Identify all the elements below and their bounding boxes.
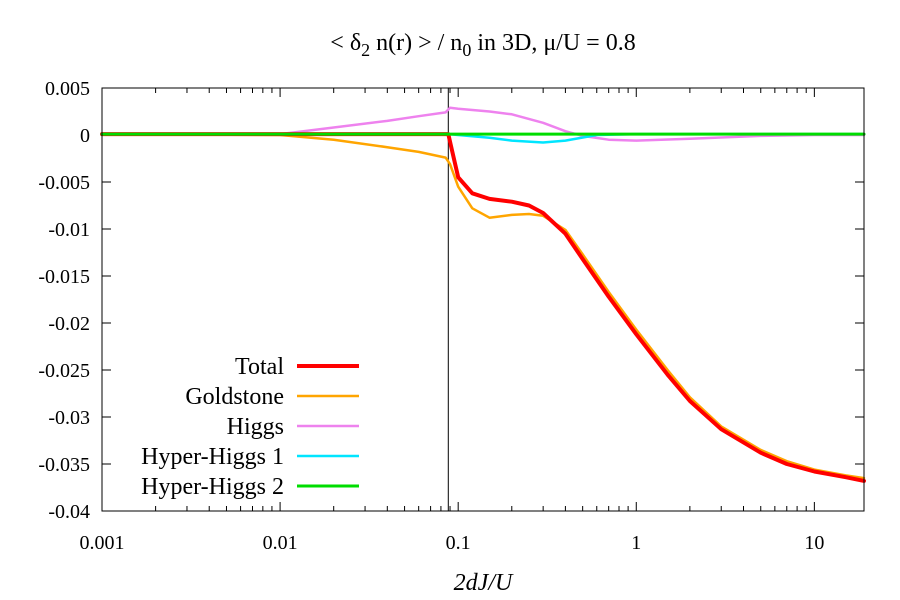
y-tick-label: -0.015	[38, 266, 90, 288]
x-tick-label: 10	[804, 532, 824, 554]
title-suffix: in 3D, μ/U = 0.8	[471, 30, 635, 56]
x-axis-label: 2dJ/U	[454, 570, 514, 596]
y-tick-label: 0	[80, 125, 90, 147]
plot-frame	[101, 87, 865, 512]
y-tick-label: -0.025	[38, 360, 90, 382]
y-tick-label: -0.02	[48, 313, 90, 335]
x-axis-ticks: 0.001 0.01 0.1 1 10	[80, 88, 824, 554]
y-tick-label: -0.01	[48, 219, 90, 241]
title-middle: n(r) > / n	[370, 30, 462, 56]
legend-label: Hyper-Higgs 2	[141, 474, 284, 500]
y-tick-label: -0.04	[48, 501, 90, 523]
title-delta: δ	[350, 30, 361, 56]
title-delta-sub: 2	[361, 40, 370, 60]
series-line-total	[100, 132, 866, 483]
chart-title-text: < δ2 n(r) > / n0 in 3D, μ/U = 0.8	[330, 30, 635, 60]
y-axis-ticks: 0.005 0 -0.005 -0.01 -0.015 -0.02 -0.025 -0.03 -…	[38, 78, 864, 523]
y-tick-label: -0.005	[38, 172, 90, 194]
legend-label: Hyper-Higgs 1	[141, 444, 284, 470]
title-prefix: <	[330, 30, 350, 56]
y-tick-label: 0.005	[45, 78, 90, 100]
legend: Total Goldstone Higgs Hyper-Higgs 1 Hyper-Hi…	[141, 354, 359, 500]
y-tick-label: -0.03	[48, 407, 90, 429]
legend-label: Goldstone	[185, 384, 284, 410]
series-line-higgs	[100, 106, 866, 142]
x-tick-label: 1	[631, 532, 641, 554]
y-tick-label: -0.035	[38, 454, 90, 476]
chart-title: < δ2 n(r) > / n0 in 3D, μ/U = 0.8	[330, 30, 635, 60]
x-tick-label: 0.01	[263, 532, 298, 554]
title-n-sub: 0	[462, 40, 471, 60]
x-tick-label: 0.001	[80, 532, 125, 554]
legend-label: Higgs	[227, 414, 284, 440]
series-lines	[100, 106, 866, 483]
legend-label: Total	[235, 354, 284, 380]
series-line-goldstone	[100, 132, 866, 480]
x-tick-label: 0.1	[446, 532, 471, 554]
